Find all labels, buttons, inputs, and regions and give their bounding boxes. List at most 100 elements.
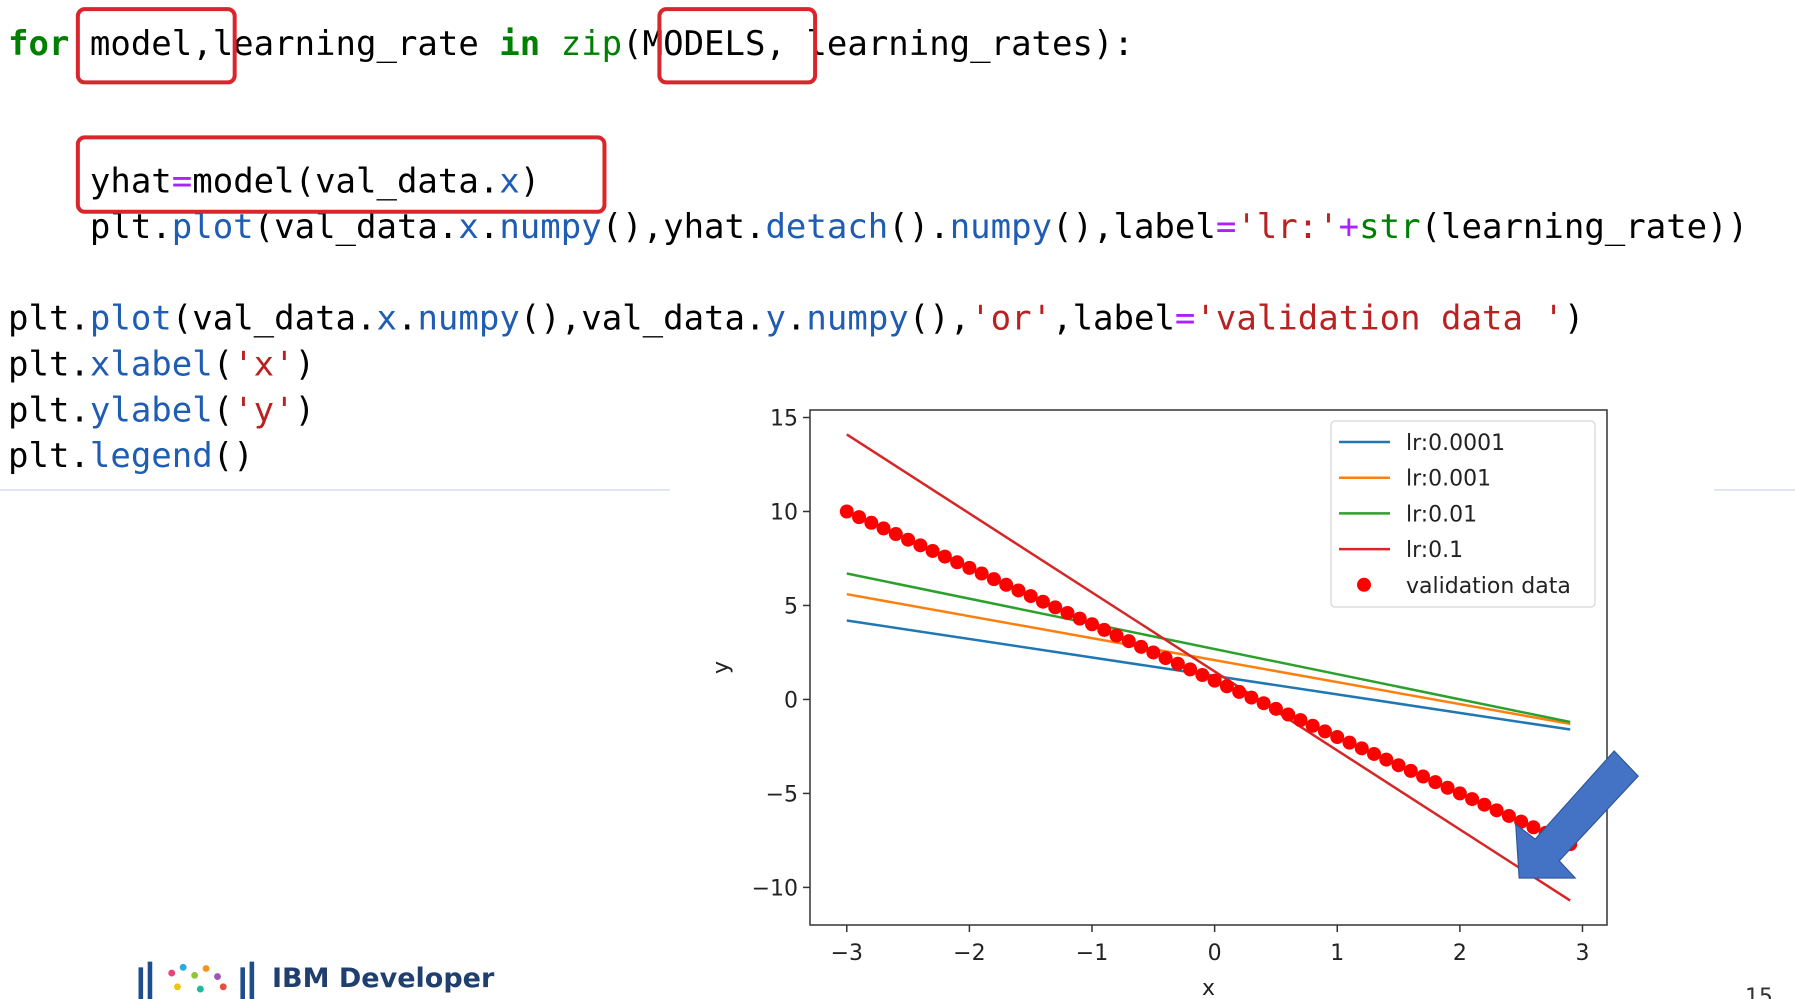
data-point — [1011, 583, 1026, 598]
code-token: 'or' — [970, 299, 1052, 339]
data-point — [974, 566, 989, 581]
data-point — [1489, 803, 1504, 818]
data-point — [876, 521, 891, 536]
logo-dot — [168, 969, 176, 977]
data-point — [901, 532, 916, 547]
data-point — [1183, 662, 1198, 677]
data-point — [1048, 600, 1063, 615]
chart: −3 −2 −1 0 1 2 3−10−5051015xylr:0.0001lr:0.001… — [709, 407, 1608, 999]
code-token: model(val_data. — [192, 161, 499, 201]
data-point — [1060, 605, 1075, 620]
logo-dot — [219, 983, 227, 991]
data-point — [1501, 808, 1516, 823]
code-line: for model,learning_rate in zip(MODELS, l… — [8, 24, 1134, 64]
data-point — [1097, 622, 1112, 637]
data-point — [852, 510, 867, 525]
code-token: detach — [765, 207, 888, 247]
code-token: x — [376, 299, 396, 339]
code-token: (),label — [1052, 207, 1216, 247]
code-token: for — [8, 24, 69, 64]
data-point — [1281, 707, 1296, 722]
legend-label: lr:0.01 — [1406, 502, 1477, 527]
data-point — [999, 577, 1014, 592]
code-token: plt. — [8, 436, 90, 476]
plot-frame — [809, 409, 1608, 926]
data-point — [1256, 696, 1271, 711]
code-token: (), — [909, 299, 970, 339]
logo-bar — [138, 967, 144, 999]
code-token: model,learning_rate — [69, 24, 499, 64]
code-token: str — [1359, 207, 1420, 247]
y-tick-label: 10 — [770, 500, 798, 525]
x-tick-label: −3 — [831, 941, 863, 966]
data-point — [1477, 797, 1492, 812]
logo — [138, 961, 255, 999]
x-tick-label: 1 — [1330, 941, 1344, 966]
y-tick-label: 0 — [784, 688, 798, 713]
y-tick-label: −10 — [752, 876, 798, 901]
data-point — [1158, 651, 1173, 666]
code-token: = — [1175, 299, 1195, 339]
x-tick-label: 2 — [1453, 941, 1467, 966]
code-token: yhat — [8, 161, 172, 201]
code-token: ) — [295, 390, 315, 430]
series-line — [846, 433, 1571, 902]
code-token: ) — [520, 161, 540, 201]
code-token: . — [479, 207, 499, 247]
code-token: (MODELS, learning_rates): — [622, 24, 1134, 64]
data-point — [1416, 769, 1431, 784]
page-number: 15 — [1745, 985, 1773, 999]
data-point — [1085, 617, 1100, 632]
code-token: (val_data. — [172, 299, 377, 339]
data-point — [1219, 679, 1234, 694]
data-point — [1207, 673, 1222, 688]
code-token: () — [213, 436, 254, 476]
code-token: plt. — [8, 299, 90, 339]
data-point — [1428, 775, 1443, 790]
code-token: (learning_rate)) — [1421, 207, 1749, 247]
data-point — [1121, 634, 1136, 649]
data-point — [1146, 645, 1161, 660]
x-tick-label: −1 — [1076, 941, 1108, 966]
data-point — [962, 560, 977, 575]
data-point — [1035, 594, 1050, 609]
data-point — [864, 515, 879, 530]
code-token: x — [499, 161, 519, 201]
code-token: numpy — [417, 299, 519, 339]
x-tick-label: −2 — [953, 941, 985, 966]
highlight-box — [75, 7, 237, 85]
data-point — [1330, 730, 1345, 745]
code-token: ) — [295, 344, 315, 384]
series-line — [846, 572, 1571, 724]
code-token: ( — [213, 344, 233, 384]
code-token: in — [499, 24, 540, 64]
code-token: xlabel — [90, 344, 213, 384]
code-token: x — [458, 207, 478, 247]
legend-label: lr:0.0001 — [1406, 431, 1505, 456]
legend-label: validation data — [1406, 574, 1571, 599]
data-point — [1526, 820, 1541, 835]
data-point — [1452, 786, 1467, 801]
highlight-box — [657, 7, 818, 85]
code-token — [540, 24, 560, 64]
data-point — [937, 549, 952, 564]
code-token: numpy — [950, 207, 1052, 247]
data-point — [1232, 684, 1247, 699]
code-token: legend — [90, 436, 213, 476]
data-point — [1379, 752, 1394, 767]
data-point — [1170, 656, 1185, 671]
legend-label: lr:0.001 — [1406, 467, 1491, 492]
data-point — [1268, 701, 1283, 716]
data-point — [1440, 780, 1455, 795]
logo-bar — [240, 967, 245, 999]
code-token: (),yhat. — [602, 207, 766, 247]
code-token: + — [1339, 207, 1359, 247]
code-token: plt. — [8, 390, 90, 430]
code-line: plt.plot(val_data.x.numpy(),val_data.y.n… — [8, 299, 1584, 339]
legend-box — [1330, 420, 1596, 608]
highlight-boxes — [75, 7, 818, 214]
logo-bar — [249, 961, 255, 999]
x-tick-label: 3 — [1575, 941, 1589, 966]
data-point — [1109, 628, 1124, 643]
data-point — [913, 538, 928, 553]
